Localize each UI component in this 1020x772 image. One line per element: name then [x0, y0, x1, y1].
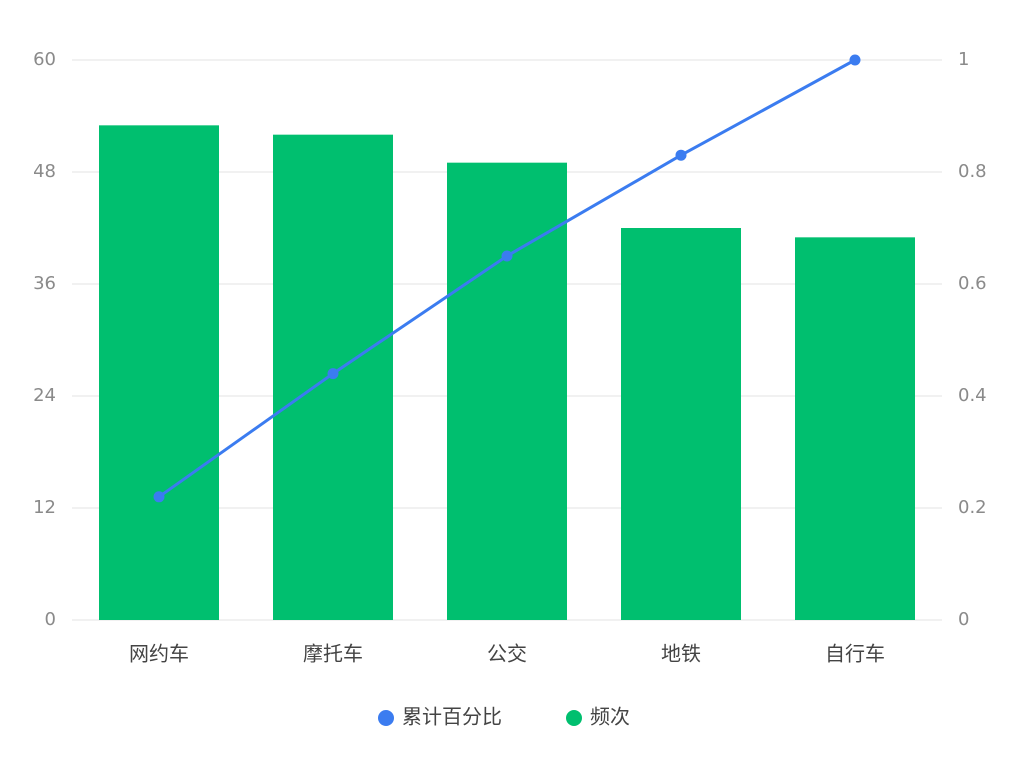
y-tick-label: 0 — [45, 609, 56, 630]
y2-tick-label: 0.4 — [958, 385, 987, 406]
y2-tick-label: 0.8 — [958, 161, 987, 182]
line-point — [153, 491, 165, 503]
x-tick-label: 网约车 — [129, 642, 189, 666]
y-tick-label: 48 — [33, 161, 56, 182]
y2-tick-label: 0 — [958, 609, 969, 630]
legend-label: 累计百分比 — [402, 705, 502, 729]
legend-label: 频次 — [590, 705, 630, 729]
line-point — [501, 250, 513, 262]
y2-tick-label: 0.2 — [958, 497, 987, 518]
y-tick-label: 12 — [33, 497, 56, 518]
legend-marker — [566, 710, 582, 726]
bar — [795, 237, 915, 621]
line-point — [849, 54, 861, 66]
line-point — [675, 149, 687, 161]
bar — [621, 228, 741, 620]
y-tick-label: 60 — [33, 49, 56, 70]
x-tick-label: 公交 — [487, 642, 527, 666]
x-tick-label: 地铁 — [661, 642, 701, 666]
line-point — [327, 368, 339, 380]
y2-tick-label: 0.6 — [958, 273, 987, 294]
bar — [447, 162, 567, 620]
x-tick-label: 摩托车 — [303, 642, 363, 666]
legend-marker — [378, 710, 394, 726]
y-tick-label: 24 — [33, 385, 56, 406]
y-tick-label: 36 — [33, 273, 56, 294]
y2-tick-label: 1 — [958, 49, 969, 70]
bar — [99, 125, 219, 620]
x-tick-label: 自行车 — [825, 642, 885, 666]
